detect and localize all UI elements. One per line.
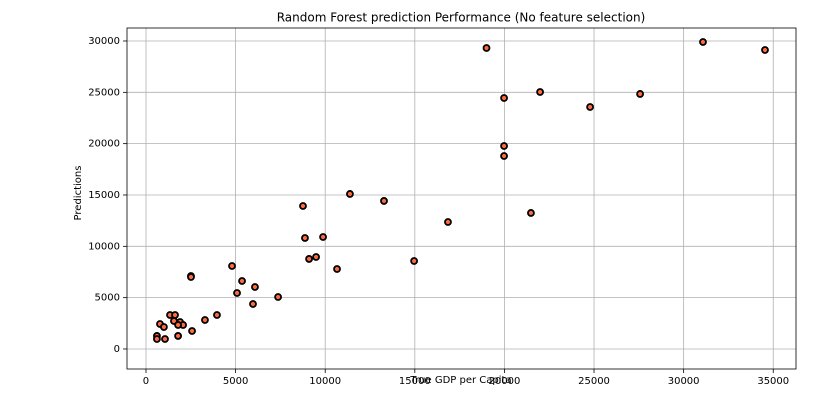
y-tick-label: 20000 [88,139,120,150]
point [527,209,535,217]
point [500,142,508,150]
point [174,321,182,329]
point [380,197,388,205]
point [299,202,307,210]
x-tick-label: 20000 [489,376,521,387]
point [213,311,221,319]
x-tick-label: 25000 [578,376,610,387]
x-tick-label: 0 [143,376,149,387]
point [444,218,452,226]
point [482,44,491,52]
point [636,90,644,98]
point [301,234,309,242]
point [238,277,246,285]
point [233,289,241,297]
x-tick-label: 35000 [757,376,789,387]
x-tick-label: 5000 [223,376,248,387]
point [160,323,168,331]
point [274,293,282,301]
y-tick-label: 5000 [95,293,120,304]
y-tick-label: 25000 [88,87,120,98]
point [500,94,508,102]
y-tick-label: 10000 [88,241,120,252]
point [188,327,196,335]
x-axis-label: True GDP per Capita [409,375,511,386]
point [410,257,418,265]
point [201,316,209,324]
y-axis-label: Predictions [73,166,84,221]
point [153,335,161,343]
point [536,88,544,96]
plot-frame [126,27,797,370]
point [319,233,327,241]
point [305,255,313,263]
point [171,311,179,319]
point [174,332,182,340]
point [161,335,169,343]
x-tick-label: 30000 [668,376,700,387]
point [187,273,195,281]
point [761,46,769,54]
point [500,152,508,160]
y-tick-label: 15000 [88,190,120,201]
point [312,253,320,261]
point [251,283,259,291]
point [333,265,341,273]
point [249,300,257,308]
point [346,190,354,198]
y-tick-label: 0 [114,344,120,355]
chart-title: Random Forest prediction Performance (No… [277,11,646,25]
x-tick-label: 10000 [309,376,341,387]
x-tick-label: 15000 [399,376,431,387]
point [586,103,594,111]
point [228,262,236,270]
y-tick-label: 30000 [88,36,120,47]
point [699,38,707,46]
